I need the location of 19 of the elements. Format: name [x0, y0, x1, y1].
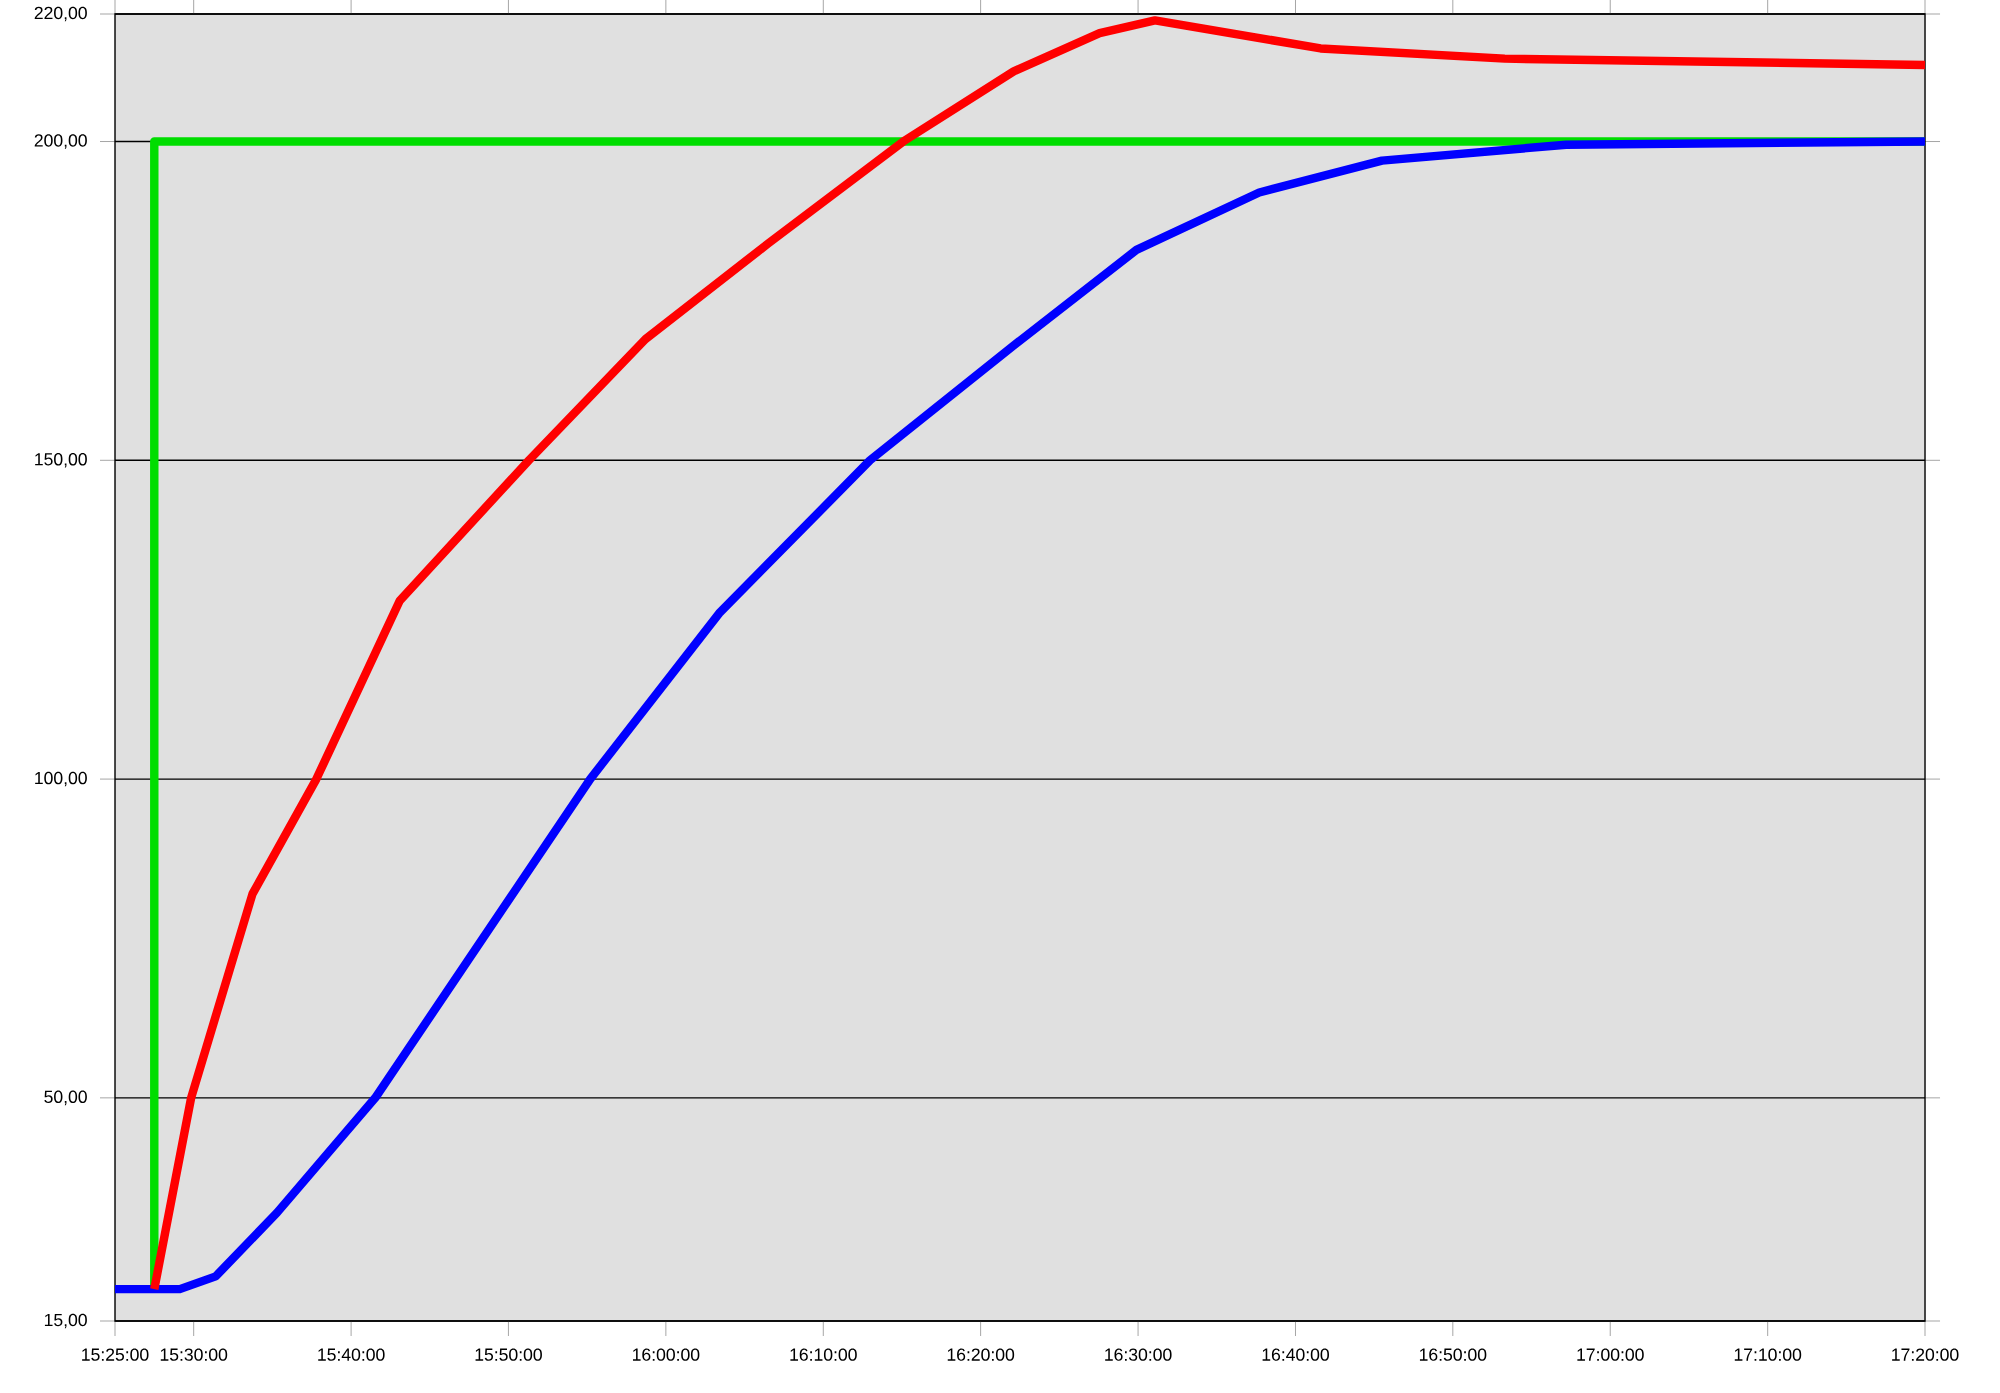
x-tick-label: 16:50:00 [1419, 1348, 1487, 1361]
x-tick-label: 16:10:00 [790, 1348, 857, 1361]
x-tick-label: 16:20:00 [947, 1348, 1015, 1361]
y-tick-label: 200,00 [34, 134, 87, 149]
x-tick-label: 15:25:00 [82, 1348, 149, 1361]
y-tick-label: 220,00 [34, 6, 87, 22]
x-tick-label: 15:40:00 [318, 1348, 385, 1361]
y-tick-label: 15,00 [44, 1313, 87, 1329]
y-tick-label: 100,00 [35, 771, 87, 787]
x-tick-label: 15:30:00 [160, 1348, 228, 1361]
x-tick-label: 17:20:00 [1892, 1348, 1959, 1361]
x-tick-label: 15:50:00 [475, 1348, 542, 1361]
y-tick-label: 50,00 [44, 1090, 87, 1106]
y-tick-label: 150,00 [35, 453, 87, 468]
x-tick-label: 16:30:00 [1105, 1348, 1172, 1361]
x-tick-label: 16:00:00 [632, 1348, 700, 1361]
x-tick-label: 16:40:00 [1262, 1348, 1329, 1361]
x-tick-label: 17:10:00 [1734, 1348, 1802, 1361]
x-tick-label: 17:00:00 [1577, 1348, 1644, 1361]
